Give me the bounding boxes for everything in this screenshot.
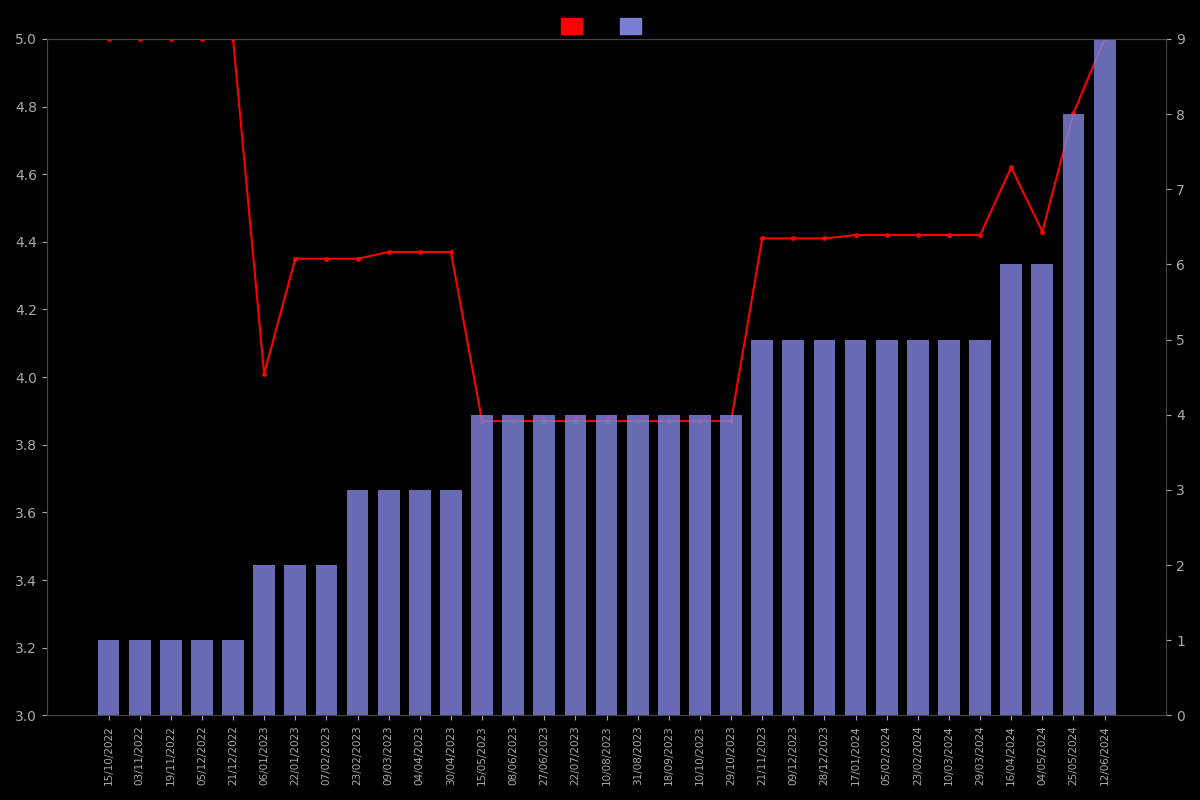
Bar: [1093, 39, 1116, 715]
Bar: [1062, 114, 1085, 715]
Bar: [409, 490, 431, 715]
Bar: [440, 490, 462, 715]
Bar: [97, 640, 120, 715]
Bar: [970, 339, 991, 715]
Bar: [564, 414, 587, 715]
Bar: [316, 565, 337, 715]
Bar: [160, 640, 181, 715]
Bar: [1032, 264, 1054, 715]
Bar: [222, 640, 244, 715]
Bar: [1001, 264, 1022, 715]
Bar: [876, 339, 898, 715]
Bar: [347, 490, 368, 715]
Bar: [658, 414, 679, 715]
Bar: [503, 414, 524, 715]
Bar: [782, 339, 804, 715]
Bar: [595, 414, 618, 715]
Bar: [472, 414, 493, 715]
Bar: [626, 414, 648, 715]
Bar: [814, 339, 835, 715]
Bar: [253, 565, 275, 715]
Bar: [751, 339, 773, 715]
Bar: [378, 490, 400, 715]
Legend: , : ,: [556, 12, 658, 40]
Bar: [284, 565, 306, 715]
Bar: [907, 339, 929, 715]
Bar: [720, 414, 742, 715]
Bar: [128, 640, 150, 715]
Bar: [938, 339, 960, 715]
Bar: [534, 414, 556, 715]
Bar: [191, 640, 212, 715]
Bar: [689, 414, 710, 715]
Bar: [845, 339, 866, 715]
